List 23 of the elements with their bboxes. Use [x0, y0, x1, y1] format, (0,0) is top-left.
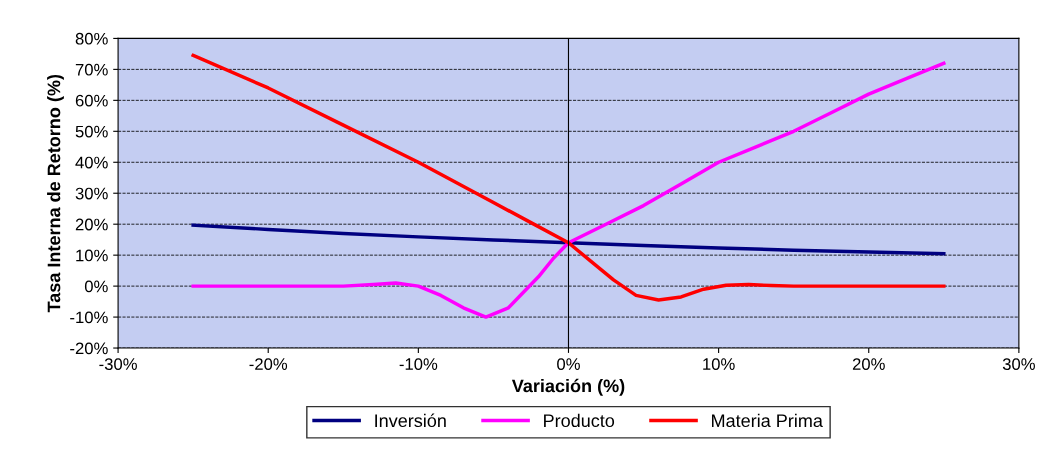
y-tick-label: 10%	[76, 249, 108, 262]
x-tick-label: 30%	[1002, 358, 1035, 370]
y-tick-label: 40%	[75, 156, 108, 169]
x-tick-label: 10%	[703, 358, 735, 370]
x-tick-label: 0%	[557, 358, 580, 370]
y-tick-label: 70%	[75, 63, 108, 76]
y-axis-title: Tasa Interna de Retorno (%)	[47, 74, 64, 313]
x-tick-label: -30%	[99, 358, 137, 370]
y-tick-label: -20%	[70, 342, 108, 355]
y-tick-label: 50%	[75, 125, 108, 138]
x-tick-label: 20%	[852, 358, 885, 370]
x-tick-label: -10%	[399, 358, 438, 370]
y-tick-label: 30%	[75, 187, 108, 200]
y-tick-label: 80%	[75, 32, 108, 45]
y-tick-label: 60%	[75, 94, 108, 107]
y-tick-label: 20%	[75, 218, 108, 231]
legend-label: Materia Prima	[712, 413, 823, 428]
x-axis-title: Variación (%)	[511, 378, 625, 396]
x-tick-label: -20%	[249, 358, 288, 370]
legend-label: Inversión	[375, 413, 446, 428]
legend-label: Producto	[544, 413, 615, 428]
y-tick-label: -10%	[70, 311, 108, 324]
y-tick-label: 0%	[84, 280, 108, 293]
